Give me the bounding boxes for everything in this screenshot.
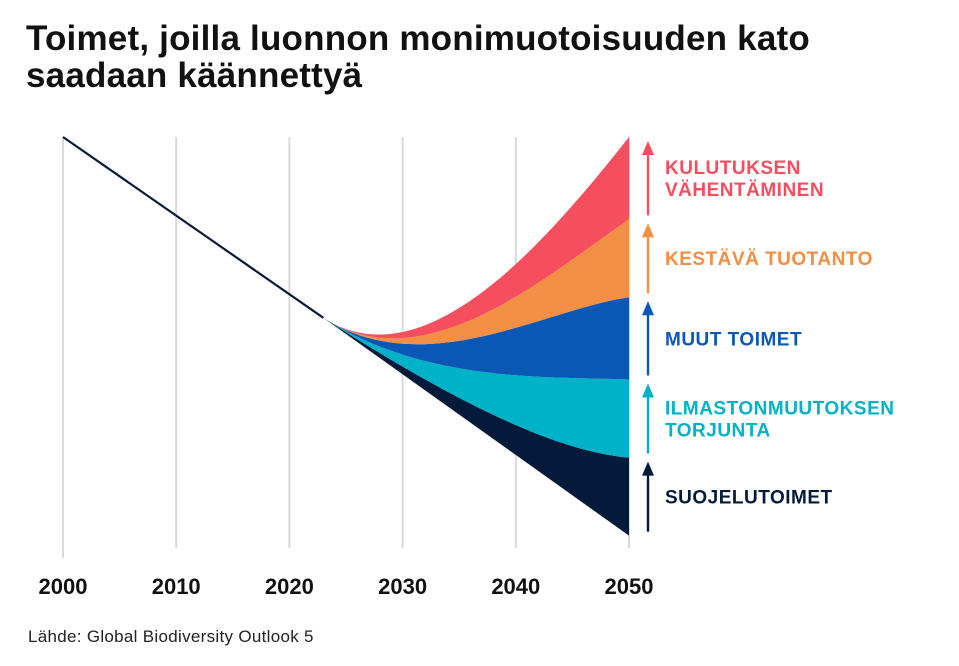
series-label-5-line-1: KULUTUKSEN bbox=[665, 158, 801, 179]
series-label-4-line-1: KESTÄVÄ TUOTANTO bbox=[665, 249, 873, 270]
chart-title: Toimet, joilla luonnon monimuotoisuuden … bbox=[26, 20, 946, 94]
arrow-head-3 bbox=[642, 301, 654, 316]
series-label-2-line-1: ILMASTONMUUTOKSEN bbox=[665, 399, 894, 420]
band-5 bbox=[323, 137, 629, 339]
band-4 bbox=[323, 219, 629, 345]
series-label-1-line-1: SUOJELUTOIMET bbox=[665, 488, 833, 509]
series-label-2-line-2: TORJUNTA bbox=[665, 421, 771, 442]
historical-trend-line bbox=[62, 136, 324, 319]
x-tick-label-2020: 2020 bbox=[265, 574, 314, 599]
arrow-head-2 bbox=[642, 383, 654, 398]
x-tick-label-2050: 2050 bbox=[605, 574, 654, 599]
x-tick-label-2040: 2040 bbox=[491, 574, 540, 599]
series-label-5-line-2: VÄHENTÄMINEN bbox=[665, 180, 824, 201]
chart-title-line-1: Toimet, joilla luonnon monimuotoisuuden … bbox=[26, 19, 810, 58]
band-2 bbox=[323, 317, 629, 458]
band-3 bbox=[323, 297, 629, 380]
series-label-3-line-1: MUUT TOIMET bbox=[665, 329, 802, 350]
arrow-head-5 bbox=[642, 141, 654, 155]
chart-title-line-2: saadaan käännettyä bbox=[26, 56, 363, 95]
arrow-head-4 bbox=[642, 223, 654, 238]
band-1 bbox=[323, 317, 629, 536]
arrow-head-1 bbox=[642, 461, 654, 476]
source-note: Lähde: Global Biodiversity Outlook 5 bbox=[28, 627, 314, 646]
x-tick-label-2000: 2000 bbox=[39, 574, 88, 599]
x-tick-label-2030: 2030 bbox=[378, 574, 427, 599]
x-tick-label-2010: 2010 bbox=[152, 574, 201, 599]
